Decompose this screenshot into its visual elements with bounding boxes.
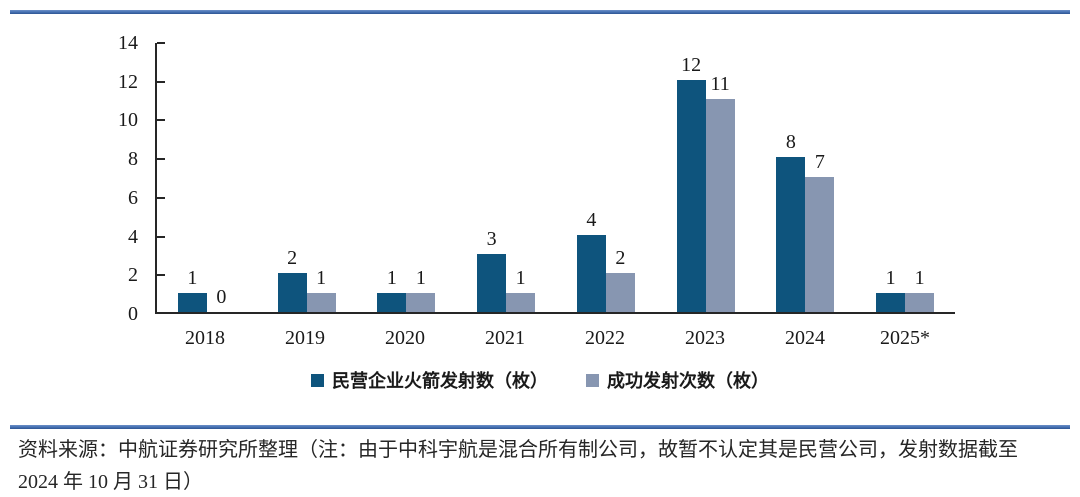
bar-value-label: 2 — [287, 247, 298, 270]
legend-item-private-rocket-launches: 民营企业火箭发射数（枚） — [311, 367, 548, 393]
y-axis-tick-label: 4 — [128, 225, 138, 248]
source-divider — [10, 425, 1070, 429]
bar-private-rocket-launches-2021: 3 — [477, 228, 507, 312]
x-axis-label-2020: 2020 — [385, 327, 425, 349]
bar-value-label: 7 — [814, 150, 825, 173]
bar-private-rocket-launches-2024: 8 — [776, 131, 806, 312]
bar-value-label: 1 — [415, 266, 426, 289]
bar-private-rocket-launches-2025: 1 — [876, 267, 906, 312]
legend-swatch-icon — [311, 373, 324, 387]
legend-swatch-icon — [586, 373, 599, 387]
bar-value-label: 1 — [386, 266, 397, 289]
bar-successful-launches-2024: 7 — [805, 151, 835, 312]
y-axis-tick-mark — [157, 119, 165, 122]
x-axis-label-2018: 2018 — [185, 327, 225, 349]
bar-value-label: 1 — [885, 266, 896, 289]
bar-value-label: 12 — [681, 53, 702, 76]
y-axis-tick-label: 10 — [118, 109, 138, 132]
bar-value-label: 1 — [187, 266, 198, 289]
bar-private-rocket-launches-2023: 12 — [676, 54, 706, 312]
bar-group-2023: 12 11 — [656, 43, 756, 312]
bar-successful-launches-2022: 2 — [605, 247, 635, 312]
x-axis-label-2025: 2025* — [880, 327, 930, 349]
y-axis-tick-label: 6 — [128, 186, 138, 209]
x-axis-label-2023: 2023 — [685, 327, 725, 349]
bar-successful-launches-2019: 1 — [306, 267, 336, 312]
y-axis-tick-label: 8 — [128, 148, 138, 171]
y-axis-tick-mark — [157, 80, 165, 83]
bar-value-label: 1 — [316, 266, 327, 289]
y-axis-tick-mark — [157, 158, 165, 161]
x-axis-label-2021: 2021 — [485, 327, 525, 349]
source-note-line-1: 资料来源：中航证券研究所整理（注：由于中科宇航是混合所有制公司，故暂不认定其是民… — [18, 439, 1018, 461]
legend-label: 成功发射次数（枚） — [607, 371, 769, 391]
y-axis-tick-label: 2 — [128, 264, 138, 287]
bar-successful-launches-2023: 11 — [705, 73, 735, 312]
bar-value-label: 1 — [914, 266, 925, 289]
bar-successful-launches-2021: 1 — [506, 267, 536, 312]
x-axis-labels: 2018 2019 2020 2021 2022 2023 2024 2025* — [155, 327, 955, 350]
bar-value-label: 4 — [586, 208, 597, 231]
y-axis-tick-label: 0 — [128, 303, 138, 325]
y-axis-tick-mark — [157, 274, 165, 277]
bar-value-label: 1 — [515, 266, 526, 289]
bar-private-rocket-launches-2020: 1 — [377, 267, 407, 312]
bar-private-rocket-launches-2019: 2 — [277, 247, 307, 312]
bar-value-label: 2 — [615, 247, 626, 270]
bar-value-label: 3 — [486, 227, 497, 250]
legend-item-successful-launches: 成功发射次数（枚） — [586, 367, 769, 393]
bar-private-rocket-launches-2018: 1 — [177, 267, 207, 312]
bar-chart-plot-area: 1 0 2 1 1 1 3 1 4 2 12 11 8 7 1 1 — [155, 43, 955, 314]
bar-value-label: 11 — [710, 73, 730, 96]
top-divider — [10, 10, 1070, 14]
bar-successful-launches-2025: 1 — [905, 267, 935, 312]
y-axis-tick-mark — [157, 42, 165, 44]
y-axis-tick-mark — [157, 235, 165, 238]
source-note: 资料来源：中航证券研究所整理（注：由于中科宇航是混合所有制公司，故暂不认定其是民… — [18, 434, 1064, 497]
bar-value-label: 0 — [216, 286, 227, 308]
bar-private-rocket-launches-2022: 4 — [576, 209, 606, 312]
y-axis-tick-label: 12 — [118, 70, 138, 93]
source-note-line-2: 2024 年 10 月 31 日） — [18, 471, 203, 493]
bar-value-label: 8 — [785, 131, 796, 154]
legend-label: 民营企业火箭发射数（枚） — [332, 371, 548, 391]
bar-successful-launches-2020: 1 — [406, 267, 436, 312]
x-axis-label-2022: 2022 — [585, 327, 625, 349]
x-axis-label-2024: 2024 — [785, 327, 825, 349]
chart-legend: 民营企业火箭发射数（枚） 成功发射次数（枚） — [0, 367, 1080, 393]
y-axis-tick-mark — [157, 196, 165, 199]
y-axis-tick-label: 14 — [118, 32, 138, 54]
x-axis-label-2019: 2019 — [285, 327, 325, 349]
